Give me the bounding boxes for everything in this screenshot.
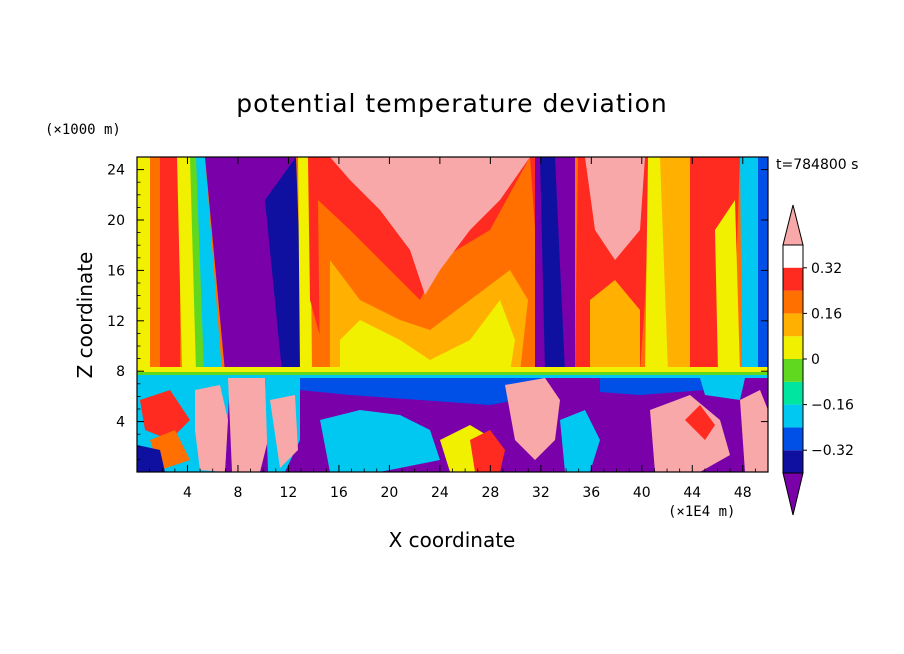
colorbar-upper-extend (782, 204, 804, 246)
colorbar-lower-extend (782, 472, 804, 516)
band-upper-left-yellow (137, 157, 153, 372)
lower-right-cyan (600, 378, 705, 395)
time-label: t=784800 s (776, 157, 858, 173)
colorbar-swatch (783, 427, 803, 451)
lower-right-cyan2 (700, 378, 745, 400)
y-tick-label: 24 (107, 163, 125, 179)
colorbar-label: −0.32 (811, 443, 854, 459)
x-tick-label: 36 (582, 485, 600, 501)
x-tick-label: 32 (532, 485, 550, 501)
y-axis-ticks: 4 8 12 16 20 24 (107, 163, 768, 460)
lower-midleft-pink (228, 378, 268, 472)
colorbar: 0.32 0.16 0 −0.16 −0.32 (782, 204, 854, 516)
colorbar-swatch (783, 267, 803, 291)
lower-center-cyan (320, 410, 440, 472)
x-unit-label: (×1E4 m) (668, 504, 735, 520)
colorbar-swatch (783, 381, 803, 405)
lower-right-pink2 (740, 390, 768, 472)
x-tick-label: 48 (734, 485, 752, 501)
region-upper-center-pink (330, 157, 530, 295)
lower-midleft-pink2 (270, 395, 298, 468)
band-upper-right-blue (758, 157, 768, 372)
x-tick-label: 24 (431, 485, 449, 501)
band-mid-navy (540, 157, 565, 372)
tropopause-yellow-line (137, 367, 768, 373)
colorbar-swatch (783, 359, 803, 382)
band-upper-right-amber (660, 157, 690, 372)
x-tick-label: 20 (380, 485, 398, 501)
tropopause-cyan-line (137, 375, 768, 379)
lower-left-navy (137, 445, 165, 472)
chart-title: potential temperature deviation (236, 89, 667, 118)
band-upper-right-cyan (740, 157, 762, 372)
band-upper-right-yellow2 (715, 200, 740, 372)
region-upper-right-pink (585, 157, 645, 260)
y-tick-label: 4 (116, 415, 125, 431)
colorbar-label: 0 (811, 352, 820, 368)
lower-center-blue (300, 378, 545, 405)
lower-center-cyan2 (560, 410, 600, 472)
x-tick-label: 12 (280, 485, 298, 501)
lower-left-red (140, 390, 190, 440)
y-tick-label: 16 (107, 263, 125, 279)
x-tick-label: 4 (183, 485, 192, 501)
band-upper-left-navy (265, 157, 304, 372)
x-axis-ticks: 4 8 12 16 20 24 28 32 36 40 44 48 (149, 157, 756, 501)
x-tick-label: 16 (330, 485, 348, 501)
lower-right-red (685, 405, 715, 440)
y-tick-label: 8 (116, 364, 125, 380)
x-tick-label: 44 (683, 485, 701, 501)
lower-center-red (470, 430, 505, 472)
colorbar-swatch (783, 290, 803, 314)
colorbar-swatch (783, 336, 803, 359)
colorbar-swatch (783, 404, 803, 428)
region-upper-center-yellow (340, 300, 515, 372)
band-upper-center-yellow-edge (298, 157, 312, 372)
tropopause-green-line (137, 372, 768, 376)
x-tick-label: 8 (233, 485, 242, 501)
y-tick-label: 12 (107, 314, 125, 330)
lower-right-pink (650, 395, 730, 472)
y-tick-label: 20 (107, 213, 125, 229)
contour-field (137, 157, 768, 472)
colorbar-label: −0.16 (811, 398, 854, 414)
colorbar-label: 0.16 (811, 306, 842, 322)
y-axis-label: Z coordinate (73, 252, 97, 379)
x-tick-label: 28 (481, 485, 499, 501)
colorbar-swatch (783, 450, 803, 473)
region-upper-right-amber (590, 280, 640, 372)
x-tick-label: 40 (633, 485, 651, 501)
y-unit-label: (×1000 m) (45, 122, 121, 138)
colorbar-label: 0.32 (811, 261, 842, 277)
band-upper-left-red (160, 157, 180, 372)
lower-center-pink (505, 378, 560, 460)
band-upper-left-cyan (196, 157, 222, 372)
x-axis-label: X coordinate (389, 528, 516, 552)
lower-left-pink (195, 385, 228, 472)
colorbar-swatch (783, 313, 803, 337)
